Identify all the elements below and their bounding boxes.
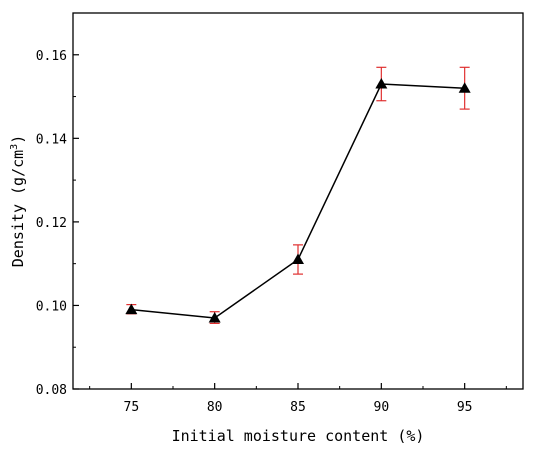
error-bars — [126, 66, 470, 325]
y-tick-label: 0.12 — [36, 216, 67, 231]
x-axis: 75 80 85 90 95 — [89, 383, 507, 415]
x-tick-label: 90 — [374, 400, 390, 415]
x-tick-label: 85 — [290, 400, 306, 415]
data-point — [458, 82, 471, 93]
data-point — [292, 253, 304, 264]
data-markers — [125, 78, 471, 323]
y-tick-label: 0.16 — [36, 49, 67, 64]
y-tick-label: 0.14 — [36, 132, 67, 147]
plot-frame — [72, 12, 524, 390]
y-tick-label: 0.08 — [36, 383, 67, 398]
data-point — [125, 303, 138, 315]
y-axis-title-main: Density (g/cm — [9, 150, 27, 267]
data-point — [375, 78, 388, 89]
x-tick-label: 80 — [207, 400, 223, 415]
x-tick-label: 75 — [124, 400, 140, 415]
series-line — [131, 83, 465, 319]
y-axis: 0.08 0.10 0.12 0.14 0.16 — [36, 12, 79, 398]
y-tick-label: 0.10 — [36, 299, 67, 314]
x-axis-title: Initial moisture content (%) — [172, 427, 425, 445]
x-tick-label: 95 — [457, 400, 473, 415]
y-axis-title-sup: 3 — [9, 144, 20, 150]
y-axis-title-end: ) — [9, 135, 27, 144]
data-point — [208, 311, 221, 323]
y-axis-title: Density (g/cm3) — [9, 135, 27, 267]
